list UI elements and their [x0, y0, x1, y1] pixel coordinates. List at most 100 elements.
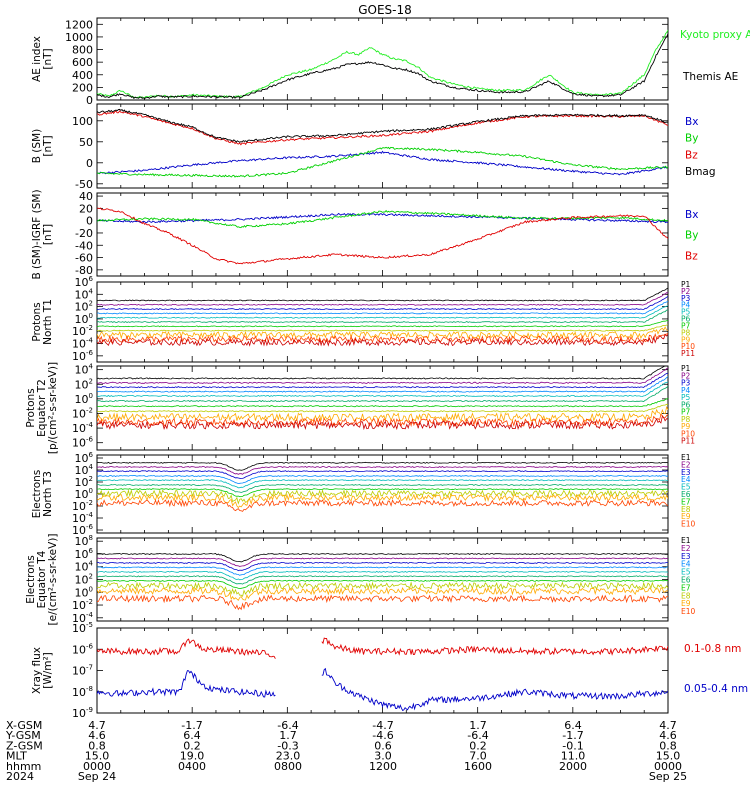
y-tick-label: -20 — [75, 227, 93, 240]
footer-value: -1.7 — [562, 729, 583, 742]
footer-value: 15.0 — [656, 750, 681, 763]
footer-value: -6.4 — [467, 729, 488, 742]
legend-channel-P2: P2 — [681, 371, 691, 380]
legend-channel-E8: E8 — [681, 505, 691, 514]
channel-line-P1 — [97, 366, 666, 380]
legend-channel-E6: E6 — [681, 576, 691, 585]
y-tick-label: -60 — [75, 252, 93, 265]
legend-channel-P7: P7 — [681, 321, 691, 330]
channel-line-P6 — [97, 385, 668, 403]
legend-channel-E8: E8 — [681, 591, 691, 600]
series-group — [97, 553, 668, 611]
y-axis-label: B (SM)-IGRF (SM) — [31, 189, 43, 279]
footer-value: 23.0 — [276, 750, 301, 763]
y-tick-label: 0 — [86, 94, 93, 107]
y-tick-label: 10-7 — [72, 664, 93, 678]
panel-frame — [96, 192, 669, 277]
legend-channel-E9: E9 — [681, 599, 691, 608]
y-axis-label: [nT] — [42, 224, 54, 245]
y-tick-label: 600 — [72, 56, 93, 69]
legend-label: Bmag — [685, 166, 716, 178]
y-tick-label: -50 — [75, 178, 93, 191]
y-tick-label: 10-6 — [72, 436, 94, 450]
y-tick-label: 100 — [75, 585, 93, 599]
panel-frame — [96, 365, 669, 451]
y-axis-label: North T3 — [42, 471, 54, 517]
y-tick-label: 100 — [75, 487, 93, 501]
channel-line-E6 — [97, 484, 668, 493]
legend-channel-E5: E5 — [681, 568, 691, 577]
channel-line-E1 — [97, 553, 668, 563]
legend-channel-E6: E6 — [681, 490, 691, 499]
channel-line-E9 — [97, 586, 668, 601]
legend-channel-E10: E10 — [681, 520, 696, 529]
footer-value: 19.0 — [180, 750, 205, 763]
footer-value: 0400 — [178, 760, 206, 773]
channel-line-E9 — [97, 493, 668, 509]
y-axis-label: Equator T4 — [36, 550, 48, 608]
legend-channel-E4: E4 — [681, 475, 691, 484]
legend-channel-P4: P4 — [681, 386, 691, 395]
footer-value: 15.0 — [85, 750, 110, 763]
channel-line-E6 — [97, 575, 668, 585]
legend-channel-P2: P2 — [681, 287, 691, 296]
y-tick-label: 100 — [75, 312, 93, 326]
footer-value: Sep 24 — [78, 770, 116, 783]
series-line-2 — [97, 667, 668, 712]
legend-label: By — [685, 133, 698, 145]
series-line-1 — [97, 150, 668, 176]
legend-channel-P10: P10 — [681, 429, 695, 438]
footer-value: -4.7 — [372, 719, 393, 732]
panel-frame — [96, 537, 669, 622]
channel-line-P9 — [97, 326, 668, 340]
footer-value: 7.0 — [469, 750, 487, 763]
series-line-2 — [97, 209, 668, 229]
legend-label: Bz — [685, 149, 698, 161]
legend-channel-P6: P6 — [681, 315, 691, 324]
footer-value: 6.4 — [564, 719, 582, 732]
channel-line-P4 — [97, 300, 668, 315]
legend-label: Themis AE — [682, 71, 738, 83]
legend-channel-P8: P8 — [681, 415, 691, 424]
channel-line-P10 — [97, 332, 668, 344]
channel-line-E3 — [97, 470, 668, 479]
legend-channel-E1: E1 — [681, 453, 691, 462]
legend-channel-E1: E1 — [681, 536, 691, 545]
legend-channel-E7: E7 — [681, 583, 691, 592]
footer-row-label: Y-GSM — [5, 729, 41, 742]
channel-line-E5 — [97, 479, 668, 489]
y-tick-label: 200 — [72, 81, 93, 94]
footer-value: -1.7 — [181, 719, 202, 732]
footer-value: 1.7 — [279, 729, 297, 742]
channel-line-P5 — [97, 381, 668, 397]
y-tick-label: 10-6 — [72, 349, 94, 363]
channel-line-E1 — [97, 461, 668, 471]
footer-value: -0.1 — [562, 739, 583, 752]
footer-value: 4.6 — [659, 729, 677, 742]
footer-value: 4.7 — [659, 719, 677, 732]
channel-line-E8 — [97, 581, 668, 597]
series-group — [97, 287, 668, 347]
y-tick-label: 104 — [75, 363, 94, 377]
footer-value: -4.6 — [372, 729, 393, 742]
legend-channel-P9: P9 — [681, 422, 691, 431]
legend-channel-E9: E9 — [681, 512, 691, 521]
channel-line-E4 — [97, 566, 668, 576]
legend-channel-E3: E3 — [681, 552, 691, 561]
y-tick-label: 102 — [75, 300, 93, 314]
y-tick-label: 10-8 — [72, 685, 93, 699]
axis-footer: X-GSM 4.7 -1.7 -6.4 -4.7 1.7 6.4 4.7 Y-GSM 4.6 6.4… — [5, 719, 687, 783]
channel-line-P2 — [97, 367, 668, 384]
panel-frame — [96, 627, 669, 714]
footer-value: Sep 25 — [649, 770, 687, 783]
y-tick-label: -40 — [75, 239, 93, 252]
footer-value: 3.0 — [374, 750, 392, 763]
y-tick-label: 20 — [79, 202, 93, 215]
channel-line-E2 — [97, 466, 668, 475]
panel-8: 10-9 10-8 10-7 10-6 10-5 Xray flux [W/m²] 0.1-0… — [31, 621, 748, 720]
y-tick-label: 10-2 — [72, 406, 93, 420]
channel-line-P1 — [97, 287, 668, 302]
